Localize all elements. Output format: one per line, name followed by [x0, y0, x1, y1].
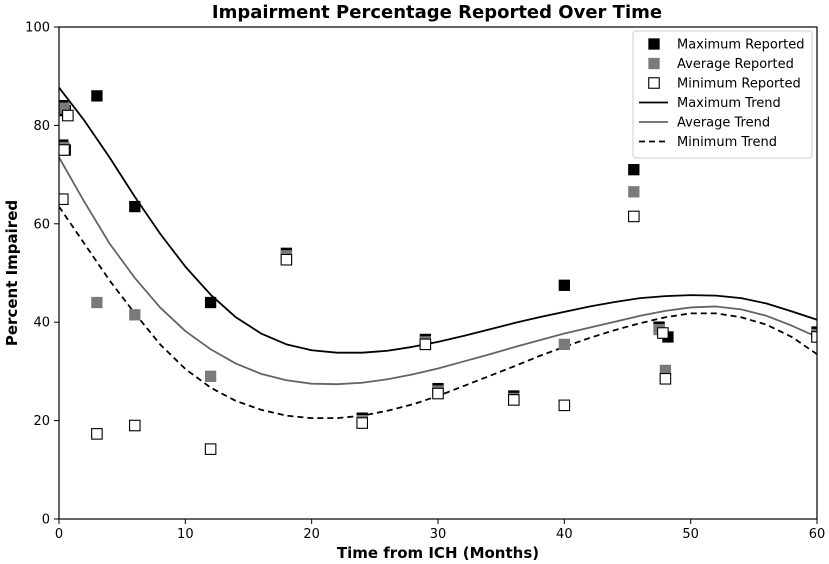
legend-label: Minimum Reported — [677, 77, 801, 92]
x-tick-label: 60 — [809, 527, 826, 542]
legend-label: Minimum Trend — [677, 135, 777, 150]
data-point — [558, 279, 570, 291]
legend-marker — [648, 57, 660, 70]
y-tick-label: 60 — [33, 217, 50, 232]
data-point — [204, 443, 217, 455]
data-point — [204, 296, 217, 309]
y-tick-label: 80 — [33, 119, 50, 134]
data-point — [91, 296, 103, 309]
x-axis-label: Time from ICH (Months) — [337, 544, 539, 562]
data-point — [628, 186, 640, 198]
series-line-average-trend — [59, 156, 817, 386]
legend-item: Minimum Trend — [639, 135, 777, 150]
data-point — [659, 372, 672, 385]
x-tick-label: 40 — [556, 527, 573, 542]
data-point — [62, 109, 74, 122]
data-point — [657, 327, 669, 339]
plot-area — [59, 86, 817, 455]
y-tick-label: 100 — [25, 21, 50, 36]
y-tick-label: 20 — [33, 414, 50, 429]
legend-item: Average Trend — [639, 116, 770, 131]
x-axis: 0 10 20 30 40 50 60 — [55, 519, 825, 542]
y-tick-label: 40 — [33, 316, 50, 331]
legend-item: Maximum Reported — [648, 38, 805, 53]
legend-label: Maximum Reported — [677, 38, 805, 53]
data-point — [91, 428, 103, 440]
data-point — [628, 164, 640, 176]
legend-label: Average Trend — [677, 116, 770, 131]
data-point — [558, 338, 570, 350]
data-point — [507, 394, 520, 406]
x-tick-label: 50 — [682, 527, 699, 542]
data-point — [432, 387, 444, 400]
data-point — [59, 193, 69, 205]
data-point — [280, 253, 293, 266]
data-point — [129, 309, 141, 321]
data-point — [91, 90, 103, 102]
legend: Maximum Reported Average Reported Minimum … — [632, 30, 813, 159]
data-point — [129, 419, 141, 432]
legend-box — [632, 30, 813, 159]
legend-item: Average Reported — [648, 57, 794, 72]
x-tick-label: 30 — [430, 527, 447, 542]
data-point — [558, 399, 571, 412]
data-point — [811, 331, 817, 343]
legend-item: Minimum Reported — [648, 77, 801, 92]
y-tick-label: 0 — [42, 513, 50, 528]
legend-label: Maximum Trend — [677, 96, 781, 111]
data-point — [356, 417, 369, 429]
x-tick-label: 10 — [177, 527, 194, 542]
data-point — [129, 200, 141, 213]
legend-marker — [648, 77, 660, 89]
data-point — [419, 338, 432, 351]
legend-label: Average Reported — [677, 57, 794, 72]
chart-title: Impairment Percentage Reported Over Time — [212, 2, 662, 23]
y-axis: 0 20 40 60 80 100 — [25, 21, 59, 528]
legend-marker — [648, 38, 660, 50]
x-tick-label: 0 — [55, 527, 63, 542]
legend-item: Maximum Trend — [639, 96, 781, 111]
data-point — [628, 210, 640, 223]
series-points-minimum-reported — [59, 109, 817, 455]
y-axis-label: Percent Impaired — [3, 200, 21, 346]
data-point — [204, 370, 217, 382]
x-tick-label: 20 — [303, 527, 320, 542]
data-point — [59, 144, 70, 156]
series-line-maximum-trend — [59, 86, 817, 354]
